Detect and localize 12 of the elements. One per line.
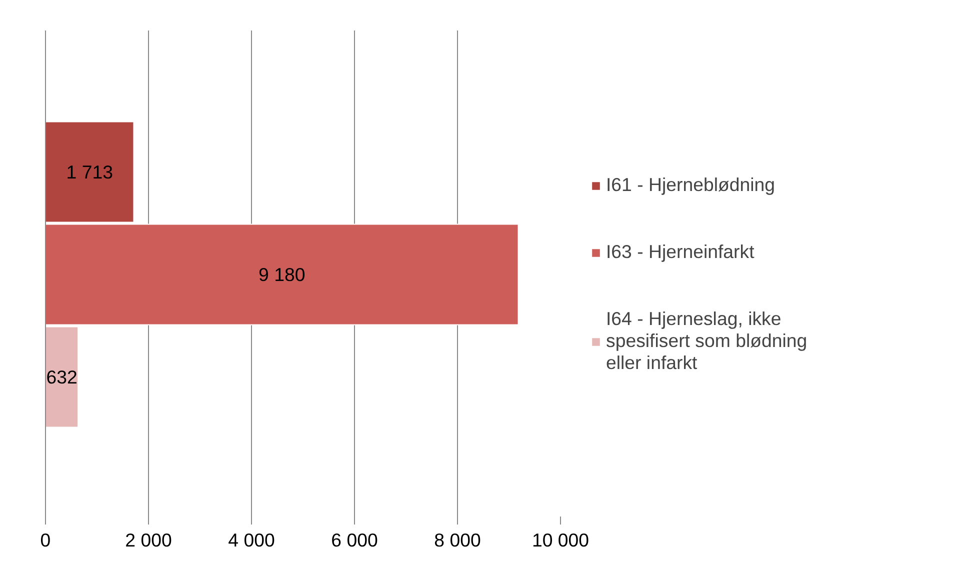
- data-label: 1 713: [66, 162, 113, 183]
- x-tick-label: 4 000: [228, 530, 275, 550]
- legend-label: I61 - Hjerneblødning: [606, 174, 776, 196]
- x-tick-label: 10 000: [532, 530, 590, 550]
- legend-label: I64 - Hjerneslag, ikke spesifisert som blødning eller infarkt: [606, 308, 808, 374]
- data-label: 9 180: [258, 264, 306, 285]
- x-tick-label: 2 000: [125, 530, 172, 550]
- x-tick-label: 6 000: [331, 530, 378, 550]
- legend-label: I63 - Hjerneinfarkt: [606, 241, 754, 263]
- x-tick-label: 0: [40, 530, 51, 550]
- data-label: 632: [46, 366, 78, 388]
- x-tick-label: 8 000: [434, 530, 481, 550]
